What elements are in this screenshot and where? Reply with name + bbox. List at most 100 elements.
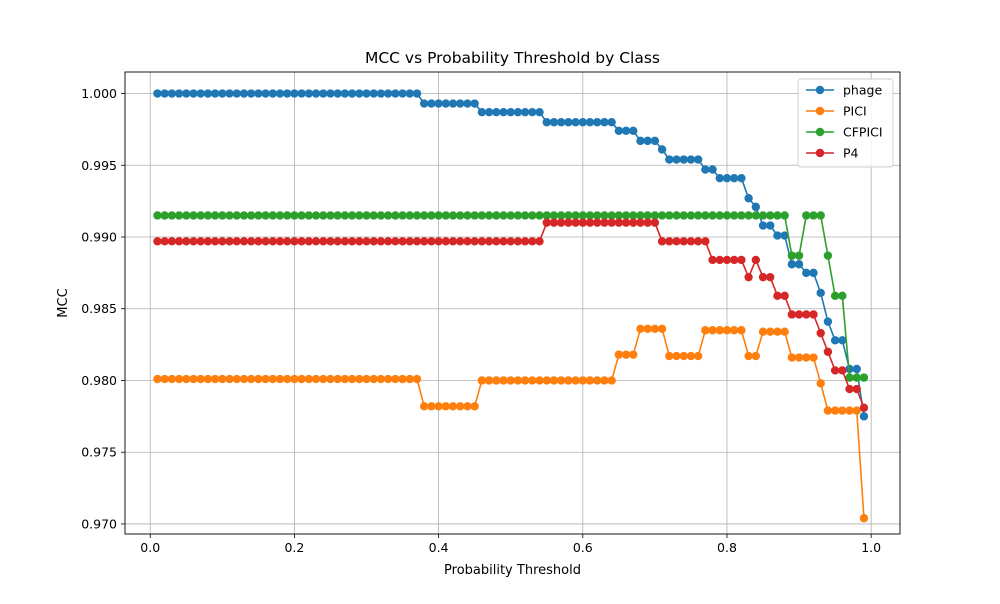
data-point-pici <box>456 402 465 411</box>
legend-item-phage: phage <box>806 83 882 98</box>
data-point-p4 <box>167 237 177 246</box>
data-point-p4 <box>859 403 869 412</box>
data-point-phage <box>506 107 515 117</box>
data-point-phage <box>376 89 386 98</box>
data-point-cfpici <box>383 211 393 220</box>
data-point-pici <box>405 374 414 384</box>
data-point-p4 <box>780 291 789 301</box>
data-point-phage <box>809 268 818 278</box>
data-point-phage <box>535 107 544 117</box>
data-point-phage <box>470 99 479 108</box>
data-point-p4 <box>636 218 645 227</box>
y-tick-label: 0.990 <box>81 230 117 245</box>
data-point-pici <box>506 376 515 385</box>
legend-item-pici: PICI <box>806 104 867 119</box>
data-point-pici <box>319 374 328 384</box>
data-point-p4 <box>174 237 184 246</box>
data-point-cfpici <box>593 211 602 220</box>
data-point-p4 <box>275 237 285 246</box>
data-point-pici <box>838 406 847 415</box>
data-point-cfpici <box>636 211 645 220</box>
data-point-cfpici <box>398 211 407 220</box>
data-point-p4 <box>816 328 825 338</box>
data-point-phage <box>355 89 364 98</box>
data-point-phage <box>189 89 198 98</box>
data-point-p4 <box>701 237 710 246</box>
data-point-p4 <box>218 237 227 246</box>
data-point-p4 <box>802 310 811 319</box>
data-point-p4 <box>333 237 342 246</box>
data-point-p4 <box>838 366 847 375</box>
data-point-phage <box>549 118 559 127</box>
data-point-pici <box>636 324 645 334</box>
data-point-cfpici <box>600 211 609 220</box>
data-point-cfpici <box>239 211 249 220</box>
data-point-cfpici <box>535 211 544 220</box>
data-point-cfpici <box>650 211 660 220</box>
data-point-phage <box>556 118 566 127</box>
data-point-cfpici <box>729 211 739 220</box>
data-point-phage <box>513 107 523 117</box>
y-tick-label: 1.000 <box>81 86 117 101</box>
data-point-pici <box>549 376 559 385</box>
x-tick-label: 1.0 <box>861 540 881 555</box>
data-point-pici <box>809 353 818 362</box>
data-point-phage <box>412 89 422 98</box>
data-point-pici <box>766 327 775 336</box>
data-point-pici <box>830 406 840 415</box>
tick-layer: 0.0 0.2 0.4 0.6 0.8 1.0 0.970 0.975 0.980 0.985 0.… <box>81 86 881 555</box>
data-point-p4 <box>585 218 595 227</box>
data-point-phage <box>564 118 573 127</box>
data-point-phage <box>816 288 825 298</box>
data-point-pici <box>196 374 205 384</box>
legend-label: PICI <box>843 104 867 119</box>
series-pici <box>153 324 869 523</box>
data-point-p4 <box>225 237 234 246</box>
data-point-phage <box>722 173 732 183</box>
data-point-p4 <box>744 272 753 282</box>
data-point-pici <box>859 514 869 523</box>
data-point-p4 <box>383 237 393 246</box>
data-point-pici <box>463 402 472 411</box>
data-point-cfpici <box>794 251 804 260</box>
data-point-p4 <box>391 237 400 246</box>
data-point-phage <box>340 89 350 98</box>
data-point-cfpici <box>246 211 256 220</box>
data-point-p4 <box>347 237 357 246</box>
data-point-cfpici <box>434 211 443 220</box>
data-point-p4 <box>614 218 624 227</box>
data-point-cfpici <box>376 211 386 220</box>
data-point-cfpici <box>578 211 587 220</box>
data-point-pici <box>174 374 184 384</box>
data-point-phage <box>160 89 169 98</box>
data-point-phage <box>405 89 414 98</box>
data-point-p4 <box>751 255 761 265</box>
data-point-cfpici <box>607 211 616 220</box>
data-point-cfpici <box>528 211 537 220</box>
data-point-cfpici <box>218 211 227 220</box>
data-point-p4 <box>319 237 328 246</box>
data-point-cfpici <box>153 211 162 220</box>
data-point-phage <box>427 99 436 108</box>
data-point-p4 <box>571 218 580 227</box>
data-point-cfpici <box>275 211 285 220</box>
data-point-p4 <box>484 237 494 246</box>
data-point-pici <box>434 402 443 411</box>
data-point-p4 <box>506 237 515 246</box>
data-point-pici <box>275 374 285 384</box>
data-point-pici <box>722 326 732 335</box>
data-point-pici <box>578 376 587 385</box>
data-point-p4 <box>427 237 436 246</box>
data-point-pici <box>556 376 566 385</box>
data-point-cfpici <box>506 211 515 220</box>
data-point-p4 <box>412 237 422 246</box>
data-point-pici <box>643 324 652 334</box>
data-point-cfpici <box>499 211 508 220</box>
x-tick-label: 0.6 <box>573 540 593 555</box>
data-point-p4 <box>232 237 241 246</box>
data-point-cfpici <box>290 211 299 220</box>
data-point-phage <box>614 126 624 136</box>
data-point-pici <box>254 374 263 384</box>
data-point-p4 <box>564 218 573 227</box>
data-point-phage <box>571 118 580 127</box>
